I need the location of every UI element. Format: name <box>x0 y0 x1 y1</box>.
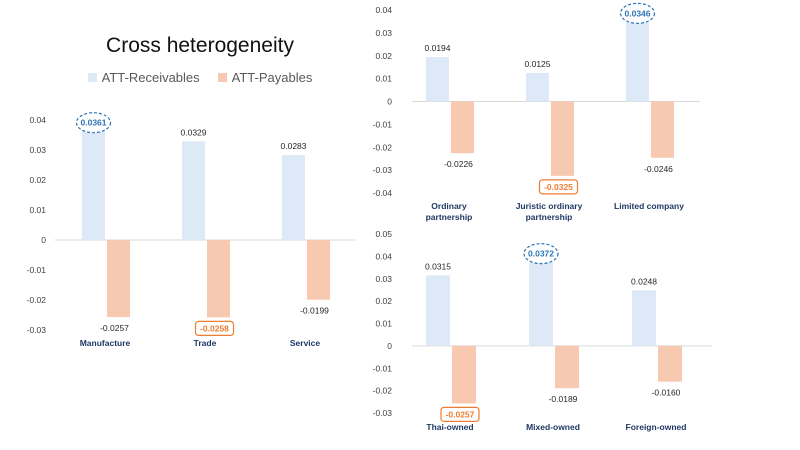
legal-form-data-label-receivables: 0.0346 <box>625 8 651 18</box>
ownership-data-label-receivables: 0.0248 <box>631 276 657 286</box>
firm-type-ytick-label: 0.01 <box>29 205 46 215</box>
ownership-ytick-label: -0.03 <box>373 408 393 418</box>
legal-form-category-label: partnership <box>426 212 473 222</box>
firm-type-bar-payables <box>207 240 230 318</box>
firm-type-ytick-label: -0.02 <box>27 295 47 305</box>
ownership-bar-payables <box>658 345 682 382</box>
firm-type-ytick-label: 0.03 <box>29 145 46 155</box>
legal-form-category-label: partnership <box>526 212 573 222</box>
firm-type-data-label-payables: -0.0199 <box>300 306 329 316</box>
firm-type-ytick-label: 0.02 <box>29 175 46 185</box>
ownership-highlight-ring <box>523 243 559 265</box>
firm-type-category-label: Trade <box>194 338 217 348</box>
firm-type-highlight-ring <box>75 112 112 134</box>
legal-form-ytick-label: 0.01 <box>375 74 392 84</box>
legal-form-bar-payables <box>651 101 674 158</box>
firm-type-ytick-label: 0 <box>41 235 46 245</box>
legal-form-ytick-label: 0.02 <box>375 51 392 61</box>
ownership-category-label: Thai-owned <box>426 422 473 432</box>
legal-form-ytick-label: 0.03 <box>375 28 392 38</box>
legal-form-ytick-label: 0.04 <box>375 5 392 15</box>
ownership-bar-payables <box>555 345 579 389</box>
ownership-category-label: Mixed-owned <box>526 422 580 432</box>
firm-type-ytick-label: 0.04 <box>29 115 46 125</box>
legal-form-ytick-label: 0 <box>387 97 392 107</box>
legal-form-bar-payables <box>451 101 474 154</box>
legal-form-bar-receivables <box>426 57 449 102</box>
firm-type-data-label-payables: -0.0257 <box>100 323 129 333</box>
legal-form-data-label-payables: -0.0246 <box>644 164 673 174</box>
firm-type-bar-receivables <box>282 155 305 240</box>
ownership-data-label-payables: -0.0257 <box>446 409 475 419</box>
ownership-bar-payables <box>452 345 476 404</box>
legal-form-category-label: Limited company <box>614 201 684 211</box>
legal-form-ytick-label: -0.02 <box>373 142 393 152</box>
legal-form-ytick-label: -0.03 <box>373 165 393 175</box>
legend-swatch-payables <box>217 73 227 82</box>
ownership-ytick-label: 0 <box>387 341 392 351</box>
ownership-data-label-receivables: 0.0315 <box>425 261 451 271</box>
ownership-category-label: Foreign-owned <box>626 422 687 432</box>
legal-form-data-label-receivables: 0.0125 <box>525 59 551 69</box>
ownership-data-label-receivables: 0.0372 <box>528 249 554 259</box>
firm-type-category-label: Service <box>290 338 321 348</box>
ownership-bar-receivables <box>426 275 450 346</box>
legal-form-data-label-payables: -0.0226 <box>444 159 473 169</box>
chart-legend: ATT-Receivables ATT-Payables <box>60 70 340 85</box>
ownership-ytick-label: 0.05 <box>375 229 392 239</box>
firm-type-ytick-label: -0.01 <box>27 265 47 275</box>
legal-form-highlight-ring <box>619 2 656 24</box>
firm-type-data-label-receivables: 0.0329 <box>181 127 207 137</box>
legend-label-payables: ATT-Payables <box>231 70 313 85</box>
ownership-data-label-payables: -0.0189 <box>549 394 578 404</box>
chart-title: Cross heterogeneity <box>106 34 294 57</box>
legend-item-payables: ATT-Payables <box>217 70 313 85</box>
legal-form-data-label-receivables: 0.0194 <box>425 43 451 53</box>
firm-type-data-label-payables: -0.0258 <box>200 323 229 333</box>
ownership-ytick-label: -0.02 <box>373 386 393 396</box>
ownership-ytick-label: 0.03 <box>375 274 392 284</box>
ownership-ytick-label: -0.01 <box>373 363 393 373</box>
legal-form-bar-receivables <box>526 72 549 102</box>
firm-type-bar-payables <box>307 240 330 300</box>
ownership-highlight-box <box>440 406 480 422</box>
legal-form-highlight-box <box>538 179 579 195</box>
ownership-bar-receivables <box>632 290 656 346</box>
ownership-ytick-label: 0.01 <box>375 319 392 329</box>
legend-swatch-receivables <box>87 73 97 82</box>
legend-label-receivables: ATT-Receivables <box>101 70 200 85</box>
legend-item-receivables: ATT-Receivables <box>87 70 200 85</box>
ownership-bar-receivables <box>529 262 553 346</box>
legal-form-bar-payables <box>551 101 574 176</box>
legal-form-bar-receivables <box>626 22 649 102</box>
legal-form-category-label: Ordinary <box>431 201 467 211</box>
firm-type-bar-receivables <box>82 131 105 240</box>
firm-type-data-label-receivables: 0.0361 <box>81 118 107 128</box>
firm-type-ytick-label: -0.03 <box>27 325 47 335</box>
legal-form-ytick-label: -0.01 <box>373 119 393 129</box>
legal-form-ytick-label: -0.04 <box>373 188 393 198</box>
firm-type-highlight-box <box>194 320 235 336</box>
ownership-data-label-payables: -0.0160 <box>652 388 681 398</box>
legal-form-data-label-payables: -0.0325 <box>544 182 573 192</box>
firm-type-bar-receivables <box>182 141 205 240</box>
firm-type-category-label: Manufacture <box>80 338 131 348</box>
legal-form-category-label: Juristic ordinary <box>516 201 583 211</box>
firm-type-data-label-receivables: 0.0283 <box>281 141 307 151</box>
ownership-ytick-label: 0.02 <box>375 296 392 306</box>
firm-type-bar-payables <box>107 240 130 318</box>
ownership-ytick-label: 0.04 <box>375 251 392 261</box>
